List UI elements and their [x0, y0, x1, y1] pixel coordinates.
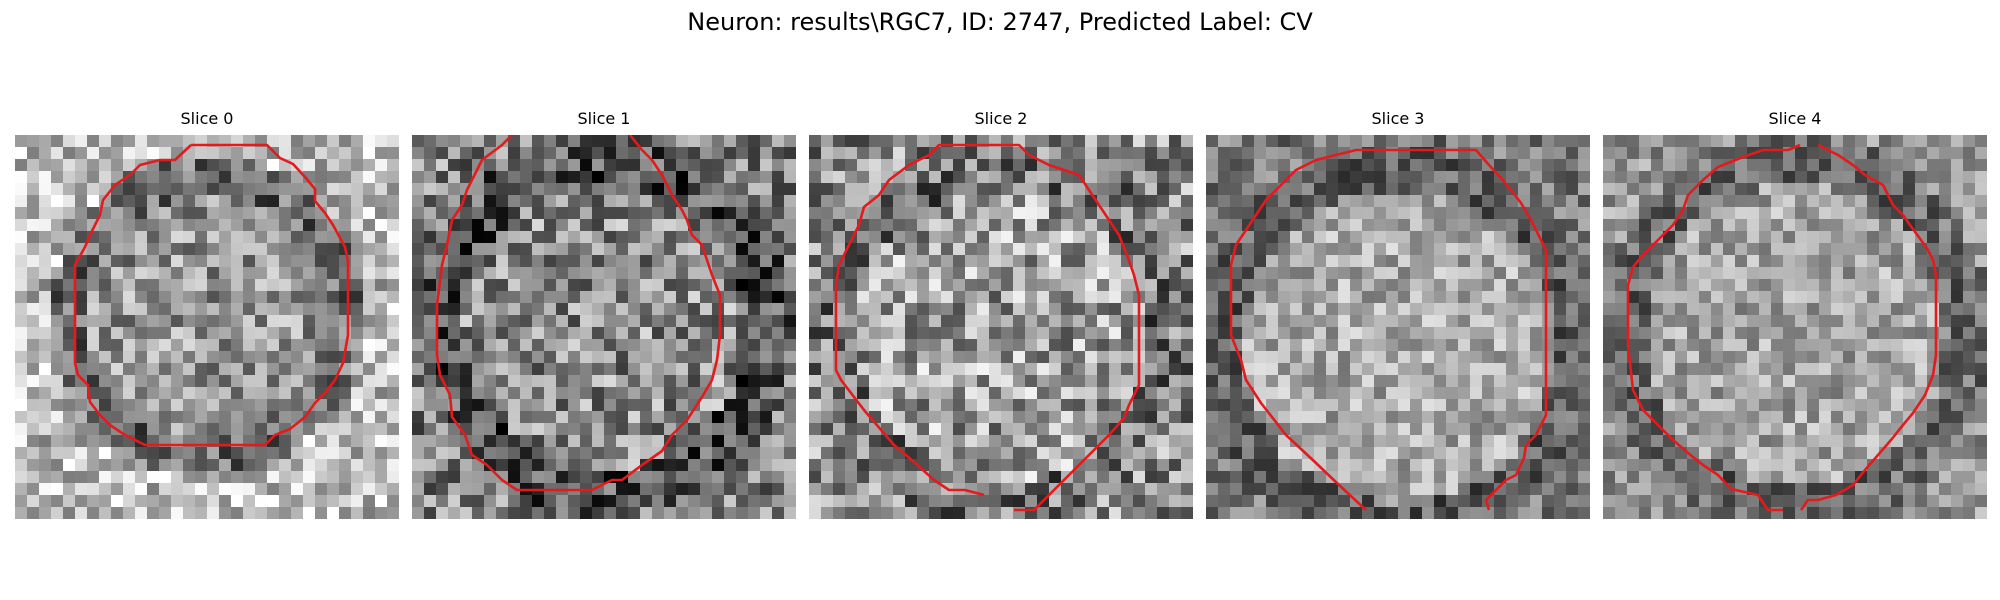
- segmentation-contour: [435, 135, 722, 492]
- slice-title-4: Slice 4: [1768, 109, 1822, 128]
- pixel-grid: [15, 135, 399, 519]
- segmentation-contour: [1626, 143, 1801, 512]
- slice-image-1: [412, 135, 796, 519]
- slice-panel-2: Slice 2: [809, 0, 1193, 600]
- slice-image-0: [15, 135, 399, 519]
- segmentation-contour: [73, 143, 350, 447]
- slice-panel-4: Slice 4: [1603, 0, 1987, 600]
- slice-panel-3: Slice 3: [1206, 0, 1590, 600]
- slice-image-3: [1206, 135, 1590, 519]
- segmentation-contour: [834, 143, 1141, 512]
- slice-image-2: [809, 135, 1193, 519]
- slice-title-0: Slice 0: [180, 109, 234, 128]
- slice-title-1: Slice 1: [577, 109, 631, 128]
- pixel-grid: [1603, 135, 1987, 519]
- slice-title-3: Slice 3: [1371, 109, 1425, 128]
- slice-panel-0: Slice 0: [15, 0, 399, 600]
- slice-panel-1: Slice 1: [412, 0, 796, 600]
- segmentation-contour: [1799, 143, 1938, 511]
- segmentation-contour: [1229, 148, 1548, 511]
- pixel-grid: [1206, 135, 1590, 519]
- slice-title-2: Slice 2: [974, 109, 1028, 128]
- pixel-grid: [412, 135, 796, 519]
- figure-title: Neuron: results\RGC7, ID: 2747, Predicte…: [687, 8, 1313, 36]
- pixel-grid: [809, 135, 1193, 519]
- slice-image-4: [1603, 135, 1987, 519]
